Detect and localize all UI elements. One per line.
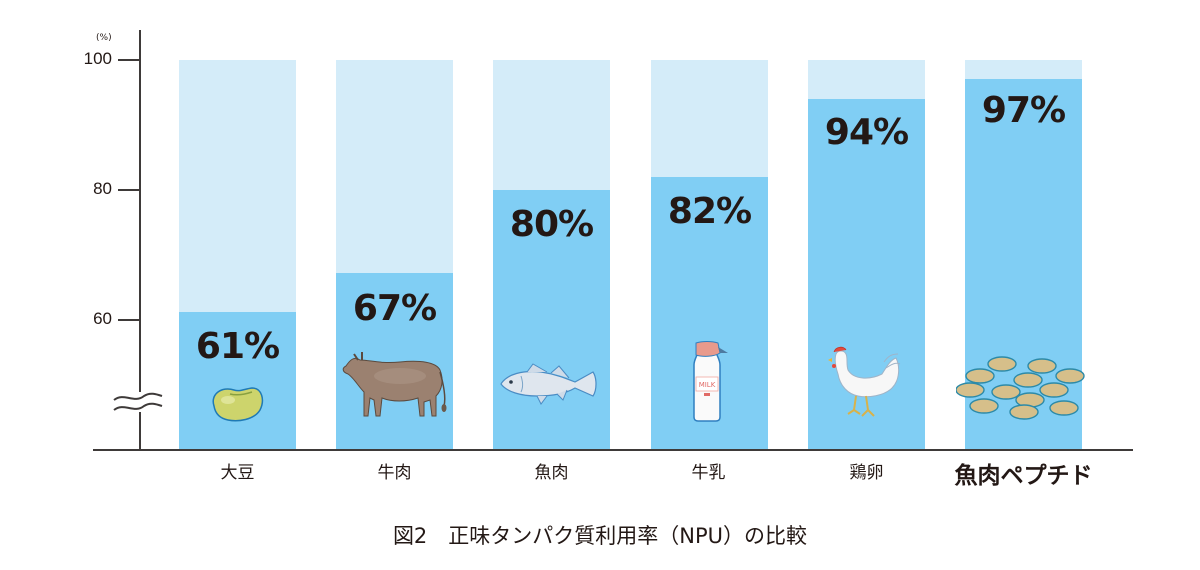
y-tick-label-80: 80 (93, 179, 112, 198)
x-label-beef: 牛肉 (377, 463, 412, 483)
x-label-fish-peptide: 魚肉ペプチド (954, 463, 1093, 489)
y-axis-unit: (%) (96, 33, 112, 43)
svg-text:MILK: MILK (699, 381, 716, 389)
value-label-beef: 67% (352, 288, 437, 329)
x-label-fish: 魚肉 (534, 463, 569, 483)
chicken-icon (826, 346, 902, 420)
value-label-milk: 82% (667, 191, 752, 232)
y-tick-100 (118, 59, 140, 61)
cow-icon (340, 346, 450, 420)
fish-icon (497, 362, 601, 406)
value-label-egg: 94% (824, 112, 909, 153)
x-label-soybean: 大豆 (220, 463, 255, 483)
y-axis (139, 30, 141, 451)
x-label-milk: 牛乳 (691, 463, 726, 483)
value-label-fish-peptide: 97% (981, 90, 1066, 131)
bar-soybean (179, 312, 296, 450)
value-label-fish: 80% (509, 204, 594, 245)
soybean-icon (208, 384, 266, 424)
y-tick-label-60: 60 (93, 309, 112, 328)
axis-break-icon (112, 388, 164, 418)
y-tick-60 (118, 319, 140, 321)
figure-caption: 図2 正味タンパク質利用率（NPU）の比較 (392, 524, 808, 548)
x-label-egg: 鶏卵 (849, 463, 884, 483)
y-tick-label-100: 100 (83, 49, 112, 68)
tablets-icon (956, 354, 1090, 420)
y-tick-80 (118, 189, 140, 191)
x-axis (93, 449, 1133, 451)
bar-fish (493, 190, 610, 450)
value-label-soybean: 61% (195, 326, 280, 367)
milk-bottle-icon: MILK (686, 341, 732, 423)
